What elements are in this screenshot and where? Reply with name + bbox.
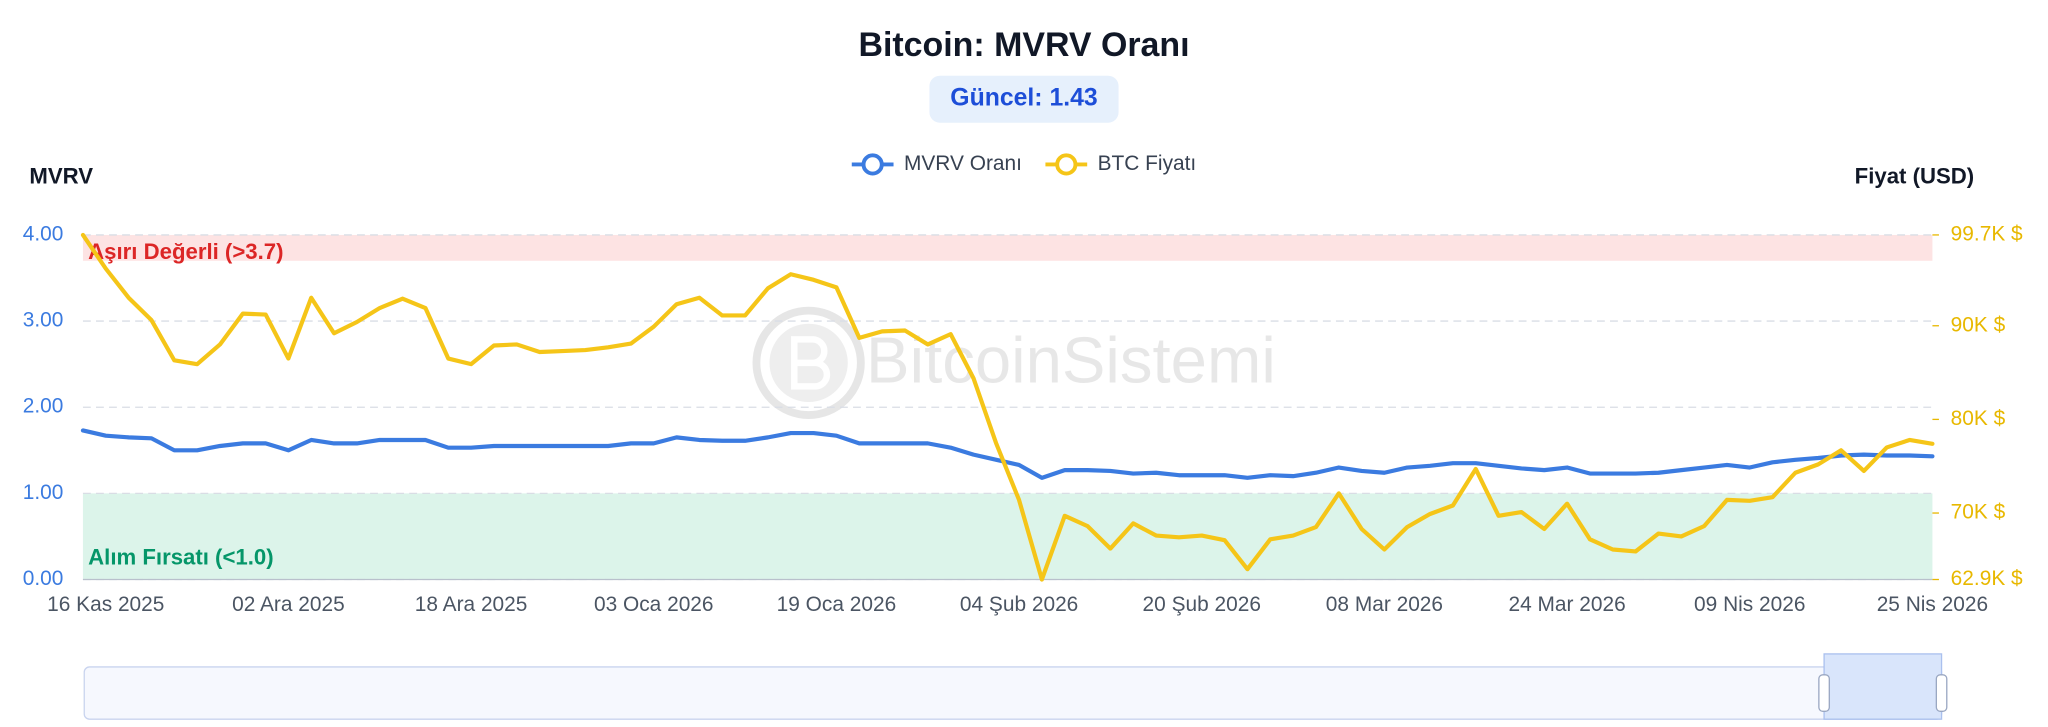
navigator-handle-left[interactable] (1818, 674, 1830, 712)
navigator-handle-right[interactable] (1935, 674, 1948, 712)
y-tick-label: 0.00 (23, 567, 64, 590)
legend-marker (1055, 153, 1078, 176)
zone (82, 493, 1933, 580)
y2-tick-label: 70K $ (1951, 501, 2006, 524)
watermark: BitcoinSistemi (752, 306, 1276, 419)
series-line (80, 428, 1935, 480)
x-tick-label: 09 Nis 2026 (1694, 593, 1805, 616)
x-tick-label: 02 Ara 2025 (232, 593, 345, 616)
x-tick-label: 03 Oca 2026 (594, 593, 714, 616)
series-line (80, 232, 1935, 582)
navigator-window[interactable] (1823, 653, 1943, 720)
x-tick-label: 16 Kas 2025 (47, 593, 164, 616)
zone (82, 234, 1933, 261)
zone-label: Aşırı Değerli (>3.7) (88, 239, 283, 264)
navigator-track (83, 666, 1943, 720)
legend: MVRV Oranı BTC Fiyatı (851, 152, 1197, 176)
y-tick-label: 4.00 (23, 222, 64, 245)
y2-tick-label: 62.9K $ (1951, 567, 2023, 590)
y-axis-title: MVRV (29, 163, 93, 188)
y-tick-label: 3.00 (23, 309, 64, 332)
y2-tick-label: 80K $ (1951, 407, 2006, 430)
legend-marker (861, 153, 884, 176)
y2-tick-label: 90K $ (1951, 313, 2006, 336)
legend-item[interactable]: MVRV Oranı (851, 152, 1022, 176)
x-tick-label: 24 Mar 2026 (1508, 593, 1625, 616)
x-tick-label: 08 Mar 2026 (1326, 593, 1443, 616)
x-tick-label: 19 Oca 2026 (777, 593, 897, 616)
current-badge (929, 75, 1119, 123)
legend-item[interactable]: BTC Fiyatı (1045, 152, 1197, 176)
grid: 0.00 1.00 2.00 3.00 4.00 62.9K $ 70K $ 80K $ 90K… (23, 222, 2023, 590)
y2-axis-title: Fiyat (USD) (1855, 163, 1975, 188)
chart-title: Bitcoin: MVRV Oranı (858, 26, 1189, 64)
legend-label: MVRV Oranı (904, 152, 1022, 175)
watermark-icon (791, 336, 831, 390)
watermark-coin (769, 323, 848, 403)
y-tick-label: 2.00 (23, 395, 64, 418)
y2-tick-label: 99.7K $ (1951, 222, 2023, 245)
zones: Aşırı Değerli (>3.7) Alım Fırsatı (<1.0) (82, 234, 1933, 580)
legend-label: BTC Fiyatı (1098, 152, 1197, 175)
watermark-text: BitcoinSistemi (866, 324, 1276, 397)
y-tick-label: 1.00 (23, 481, 64, 504)
watermark-ring (752, 306, 865, 419)
navigator[interactable] (83, 653, 1948, 720)
zone-label: Alım Fırsatı (<1.0) (88, 544, 273, 569)
x-tick-label: 18 Ara 2025 (415, 593, 528, 616)
x-tick-label: 04 Şub 2026 (960, 593, 1078, 616)
x-tick-label: 25 Nis 2026 (1877, 593, 1988, 616)
x-tick-label: 20 Şub 2026 (1143, 593, 1261, 616)
current-value: Güncel: 1.43 (950, 85, 1097, 112)
